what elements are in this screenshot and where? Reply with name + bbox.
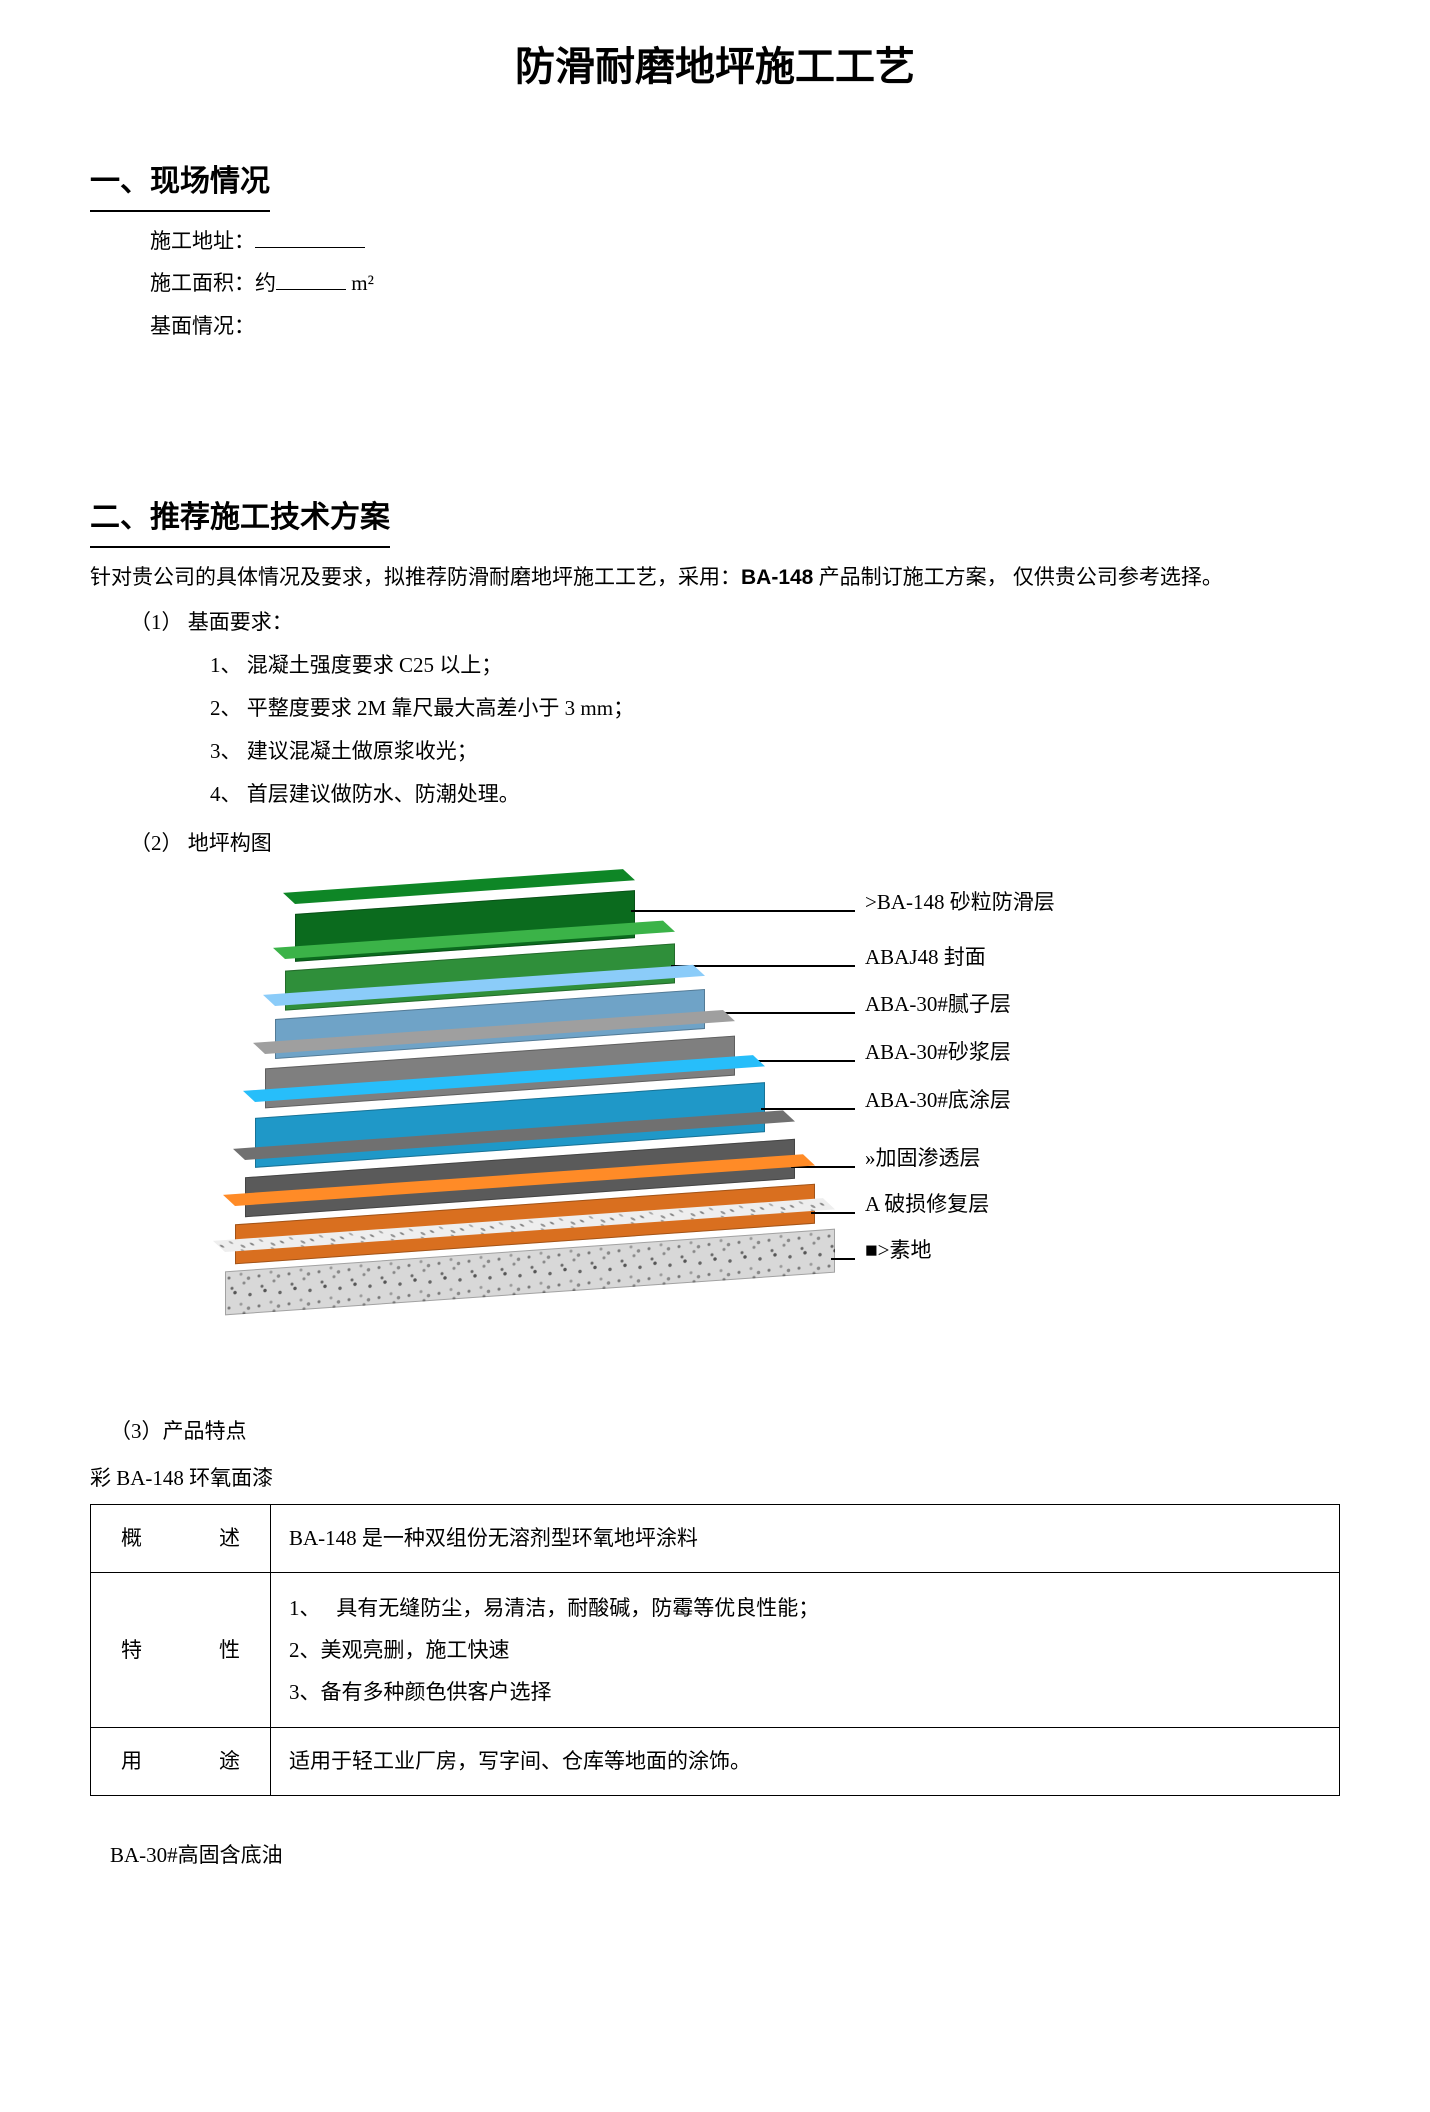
floor-layer-diagram: >BA-148 砂粒防滑层 ABAJ48 封面 ABA-30#腻子层 ABA-30#砂… bbox=[215, 882, 1215, 1322]
diagram-layer bbox=[225, 1250, 835, 1294]
area-blank[interactable] bbox=[276, 267, 346, 290]
requirement-item: 4、 首层建议做防水、防潮处理。 bbox=[210, 775, 1340, 814]
product1-table: 概 述BA-148 是一种双组份无溶剂型环氧地坪涂料特 性1、 具有无缝防尘，易… bbox=[90, 1504, 1340, 1796]
requirement-item: 3、 建议混凝土做原浆收光； bbox=[210, 732, 1340, 771]
address-label: 施工地址： bbox=[150, 229, 255, 253]
section-1-heading: 一、现场情况 bbox=[90, 154, 270, 212]
diagram-leader-line bbox=[831, 1258, 855, 1260]
section-2: 二、推荐施工技术方案 针对贵公司的具体情况及要求，拟推荐防滑耐磨地坪施工工艺，采… bbox=[90, 470, 1340, 1322]
product1-caption: 彩 BA-148 环氧面漆 bbox=[90, 1459, 1340, 1498]
table-value-cell: 1、 具有无缝防尘，易清洁，耐酸碱，防霉等优良性能；2、美观亮删，施工快速3、备… bbox=[271, 1572, 1340, 1727]
table-row: 用 途适用于轻工业厂房，写字间、仓库等地面的涂饰。 bbox=[91, 1727, 1340, 1795]
field-area: 施工面积：约 m² bbox=[90, 264, 1340, 303]
field-base: 基面情况： bbox=[90, 307, 1340, 346]
address-blank[interactable] bbox=[255, 224, 365, 247]
requirement-item: 2、 平整度要求 2M 靠尺最大高差小于 3 mm； bbox=[210, 689, 1340, 728]
table-key-cell: 用 途 bbox=[91, 1727, 271, 1795]
product2-caption: BA-30#高固含底油 bbox=[90, 1836, 1340, 1875]
document-title: 防滑耐磨地坪施工工艺 bbox=[90, 30, 1340, 104]
diagram-leader-line bbox=[811, 1212, 855, 1214]
base-label: 基面情况： bbox=[150, 314, 255, 338]
diagram-leader-line bbox=[791, 1166, 855, 1168]
table-value-cell: BA-148 是一种双组份无溶剂型环氧地坪涂料 bbox=[271, 1505, 1340, 1573]
table-row: 概 述BA-148 是一种双组份无溶剂型环氧地坪涂料 bbox=[91, 1505, 1340, 1573]
section-2-heading: 二、推荐施工技术方案 bbox=[90, 490, 390, 548]
diagram-leader-line bbox=[671, 965, 855, 967]
field-address: 施工地址： bbox=[90, 222, 1340, 261]
section-1: 一、现场情况 施工地址： 施工面积：约 m² 基面情况： bbox=[90, 134, 1340, 346]
area-label-prefix: 施工面积：约 bbox=[150, 271, 276, 295]
section-3: （3）产品特点 彩 BA-148 环氧面漆 概 述BA-148 是一种双组份无溶… bbox=[90, 1412, 1340, 1874]
diagram-layer-label: »加固渗透层 bbox=[865, 1148, 981, 1169]
intro-product-code: BA-148 bbox=[741, 566, 813, 589]
diagram-layer-label: A 破损修复层 bbox=[865, 1194, 989, 1215]
diagram-layer-label: ABAJ48 封面 bbox=[865, 947, 986, 968]
diagram-leader-line bbox=[631, 910, 855, 912]
sub3-heading: （3）产品特点 bbox=[90, 1412, 1340, 1451]
sub1-heading: （1） 基面要求： bbox=[90, 603, 1340, 642]
table-key-cell: 特 性 bbox=[91, 1572, 271, 1727]
base-requirements-list: 1、 混凝土强度要求 C25 以上； 2、 平整度要求 2M 靠尺最大高差小于 3… bbox=[90, 646, 1340, 813]
table-value-cell: 适用于轻工业厂房，写字间、仓库等地面的涂饰。 bbox=[271, 1727, 1340, 1795]
sub2-heading: （2） 地坪构图 bbox=[90, 824, 1340, 863]
intro-pre: 针对贵公司的具体情况及要求，拟推荐防滑耐磨地坪施工工艺，采用： bbox=[90, 565, 741, 589]
diagram-layer-label: ABA-30#砂浆层 bbox=[865, 1042, 1011, 1063]
table-key-cell: 概 述 bbox=[91, 1505, 271, 1573]
diagram-layer-label: >BA-148 砂粒防滑层 bbox=[865, 892, 1055, 913]
table-row: 特 性1、 具有无缝防尘，易清洁，耐酸碱，防霉等优良性能；2、美观亮删，施工快速… bbox=[91, 1572, 1340, 1727]
requirement-item: 1、 混凝土强度要求 C25 以上； bbox=[210, 646, 1340, 685]
diagram-layer-label: ABA-30#底涂层 bbox=[865, 1090, 1011, 1111]
section-2-intro: 针对贵公司的具体情况及要求，拟推荐防滑耐磨地坪施工工艺，采用：BA-148 产品… bbox=[90, 558, 1340, 598]
diagram-layer-label: ABA-30#腻子层 bbox=[865, 994, 1011, 1015]
area-unit: m² bbox=[346, 271, 374, 295]
intro-post: 产品制订施工方案， 仅供贵公司参考选择。 bbox=[813, 565, 1223, 589]
diagram-layer-label: ■>素地 bbox=[865, 1240, 932, 1261]
